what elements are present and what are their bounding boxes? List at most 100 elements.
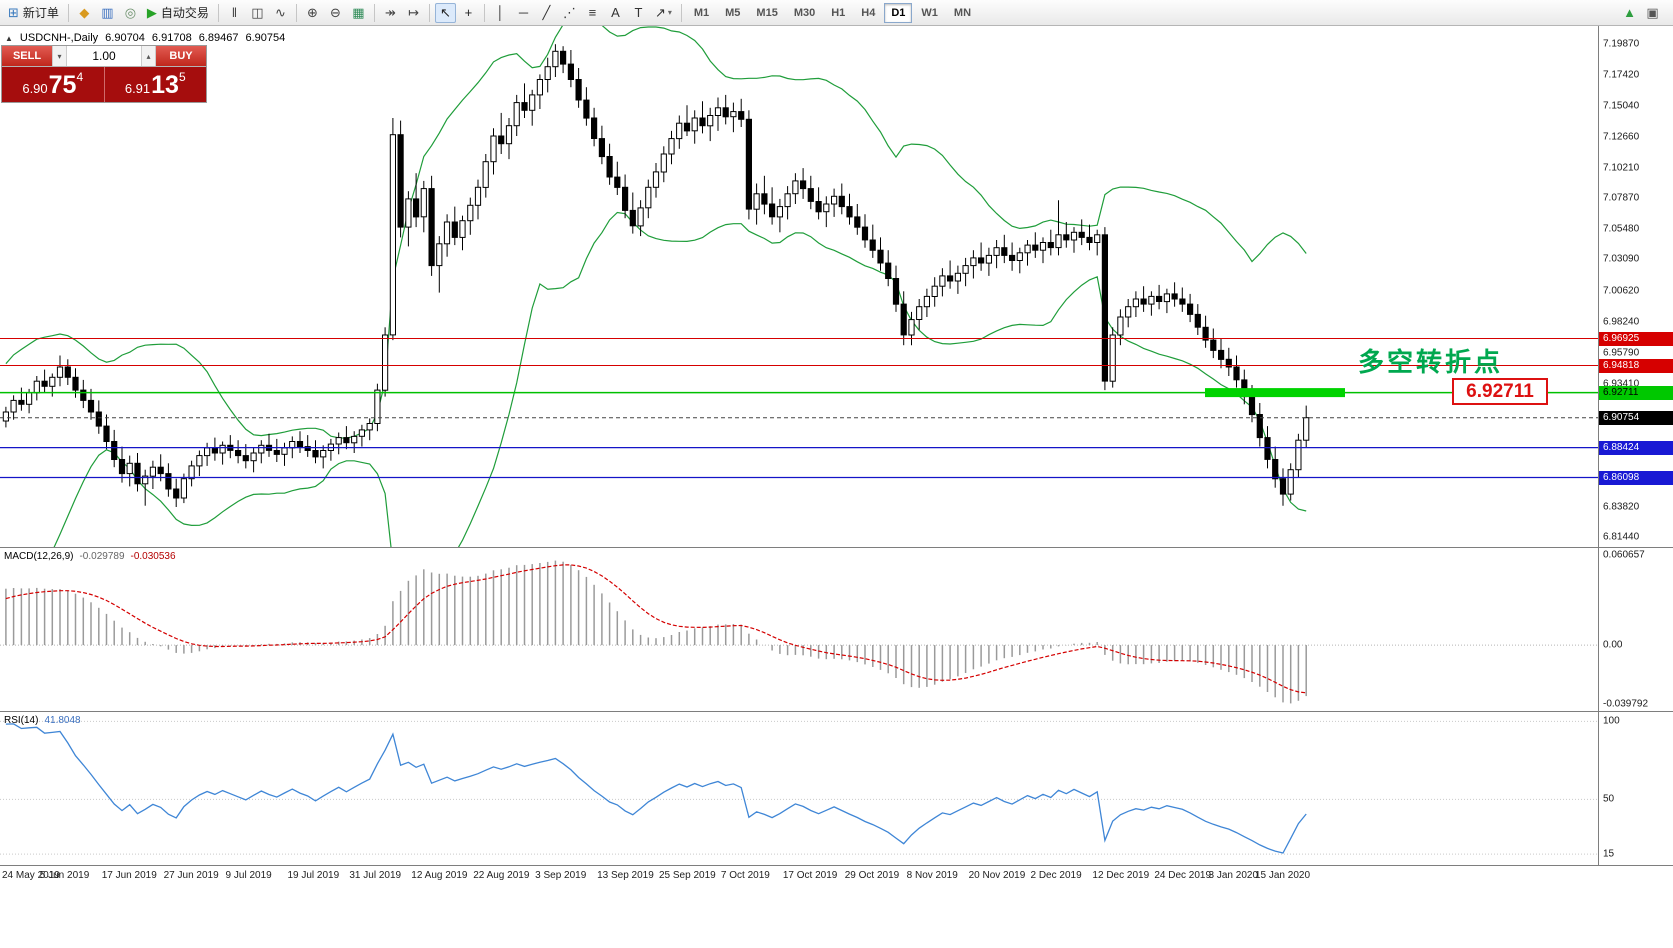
new-order-icon: ⊞ <box>8 5 19 20</box>
toolbar-separator <box>428 3 430 22</box>
timeframe-button-mn[interactable]: MN <box>953 6 972 19</box>
time-axis[interactable]: 24 May 2019 5 Jun 2019 17 Jun 2019 27 Jun 2… <box>0 865 1673 885</box>
candle-body <box>304 446 311 452</box>
buy-button[interactable]: BUY <box>156 46 206 66</box>
candle-body <box>498 135 505 145</box>
rsi-axis[interactable]: 100 50 15 <box>1598 712 1673 865</box>
main-chart-plot[interactable]: ▲ USDCNH-,Daily 6.90704 6.91708 6.89467 … <box>0 26 1598 547</box>
candle-body <box>111 441 118 460</box>
timeframe-button-m30[interactable]: M30 <box>793 6 816 19</box>
candle-body <box>583 99 590 119</box>
macd-signal-line <box>5 564 1307 694</box>
date-tick-label: 22 Aug 2019 <box>473 870 530 881</box>
candle-body <box>103 425 110 443</box>
auto-scroll-button[interactable]: ↠ <box>380 3 401 23</box>
navigator-icon-button[interactable]: ◎ <box>120 3 141 23</box>
candle-body <box>567 63 574 80</box>
macd-plot[interactable]: MACD(12,26,9) -0.029789 -0.030536 <box>0 548 1598 711</box>
zoom-in-button[interactable]: ⊕ <box>302 3 323 23</box>
candle-body <box>397 134 404 228</box>
candle-body <box>1039 242 1047 251</box>
candle-body <box>459 220 466 238</box>
candle-body <box>1272 459 1279 480</box>
candle-body <box>1055 234 1062 249</box>
candle-body <box>591 117 598 139</box>
volume-dropdown-button[interactable]: ▾ <box>52 46 67 66</box>
price-axis[interactable]: 7.19870 7.17420 7.15040 7.12660 7.10210 7.078… <box>1598 26 1673 547</box>
arrows-button[interactable]: ↗ ▾ <box>651 3 676 23</box>
macd-axis[interactable]: 0.060657 0.00 -0.039792 <box>1598 548 1673 711</box>
channel-button[interactable]: ⋰ <box>559 3 580 23</box>
text-label-button[interactable]: T <box>628 3 649 23</box>
timeframe-button-w1[interactable]: W1 <box>921 6 938 19</box>
buy-price-pip: 5 <box>178 70 186 84</box>
candle-body <box>505 125 513 145</box>
fibonacci-button[interactable]: ≡ <box>582 3 603 23</box>
candle-body <box>838 195 845 208</box>
arrows-icon: ↗ <box>654 5 666 20</box>
candle-body <box>544 66 551 81</box>
candle-body <box>413 198 420 218</box>
timeframe-button-m5[interactable]: M5 <box>725 6 741 19</box>
turning-point-highlight-bar[interactable] <box>1205 388 1345 398</box>
candle-body <box>1187 303 1194 315</box>
candle-body <box>1156 295 1163 302</box>
candlestick-chart[interactable] <box>0 26 1598 547</box>
candle-body <box>443 221 451 245</box>
metaeditor-icon-button[interactable]: ◆ <box>74 3 95 23</box>
candle-body <box>714 107 722 117</box>
rsi-plot[interactable]: RSI(14) 41.8048 <box>0 712 1598 865</box>
trendline-button[interactable]: ╱ <box>536 3 557 23</box>
buy-price[interactable]: 6.91 13 5 <box>105 67 207 102</box>
price-tick: 6.93410 <box>1603 378 1640 390</box>
candle-body <box>351 435 358 444</box>
volume-increase-button[interactable]: ▴ <box>141 46 156 66</box>
candle-body <box>1210 339 1217 351</box>
date-tick-label: 12 Dec 2019 <box>1092 870 1150 881</box>
macd-main-value: -0.029789 <box>79 551 125 562</box>
timeframe-button-h1[interactable]: H1 <box>831 6 846 19</box>
timeframe-button-m15[interactable]: M15 <box>756 6 778 19</box>
toolbar-separator <box>483 3 485 22</box>
chart-shift-button[interactable]: ↦ <box>403 3 424 23</box>
vertical-line-button[interactable]: │ <box>490 3 511 23</box>
candle-body <box>335 437 342 445</box>
candle-body <box>142 475 149 485</box>
tile-windows-button[interactable]: ▦ <box>348 3 369 23</box>
candle-body <box>660 153 667 173</box>
candle-body <box>536 79 543 96</box>
vertical-line-icon: │ <box>496 5 505 20</box>
rsi-tick: 15 <box>1603 848 1615 860</box>
price-tick: 7.00620 <box>1603 285 1640 297</box>
zoom-out-button[interactable]: ⊖ <box>325 3 346 23</box>
date-tick-label: 29 Oct 2019 <box>844 870 900 881</box>
timeframe-button-h4[interactable]: H4 <box>861 6 876 19</box>
crosshair-button[interactable]: + <box>458 3 479 23</box>
volume-input[interactable]: 1.00 <box>67 46 141 66</box>
sell-price[interactable]: 6.90 75 4 <box>2 67 105 102</box>
candle-body <box>993 247 1000 256</box>
turning-point-annotation: 多空转折点 <box>1358 347 1504 377</box>
timeframe-button-d1[interactable]: D1 <box>884 2 913 23</box>
price-tag: 6.96925 <box>1599 331 1673 346</box>
horizontal-line-button[interactable]: ─ <box>513 3 534 23</box>
window-list-button[interactable]: ▣ <box>1642 3 1663 23</box>
scroll-up-button[interactable]: ▲ <box>1619 3 1640 23</box>
new-order-button[interactable]: ⊞ 新订单 <box>4 3 63 23</box>
candle-body <box>211 447 219 454</box>
one-click-trading-panel: SELL ▾ 1.00 ▴ BUY 6.90 75 4 6.91 13 5 <box>1 45 207 103</box>
market-watch-icon-button[interactable]: ▥ <box>97 3 118 23</box>
timeframe-button-m1[interactable]: M1 <box>693 6 710 19</box>
navigator-icon-icon: ◎ <box>124 5 137 20</box>
candlestick-chart-button[interactable]: ◫ <box>247 3 268 23</box>
text-button[interactable]: A <box>605 3 626 23</box>
line-chart-button[interactable]: ∿ <box>270 3 291 23</box>
candle-body <box>242 455 249 462</box>
candle-body <box>652 171 660 188</box>
sell-button[interactable]: SELL <box>2 46 52 66</box>
bar-chart-button[interactable]: ‖ <box>224 3 245 23</box>
oct-toggle-icon[interactable]: ▲ <box>5 33 13 43</box>
cursor-button[interactable]: ↖ <box>434 2 456 23</box>
candle-body <box>1001 247 1008 256</box>
autotrading-button[interactable]: ▶ 自动交易 <box>143 3 213 23</box>
